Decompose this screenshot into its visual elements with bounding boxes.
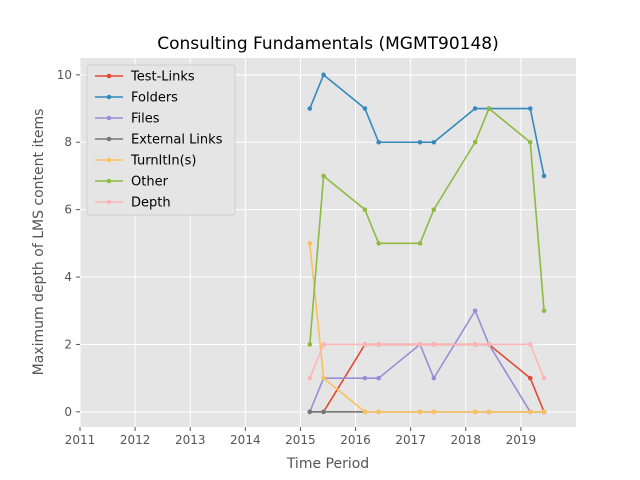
series-line-depth bbox=[309, 343, 545, 379]
y-axis-label: Maximum depth of LMS content items bbox=[31, 109, 47, 376]
data-point-folders bbox=[431, 139, 437, 145]
legend-item-files: Files bbox=[95, 112, 160, 127]
data-point-folders bbox=[541, 173, 547, 179]
x-tick-label: 2015 bbox=[285, 433, 316, 447]
legend-marker bbox=[106, 94, 112, 100]
x-axis-label: Time Period bbox=[286, 456, 369, 472]
legend-marker bbox=[106, 178, 112, 184]
chart-title: Consulting Fundamentals (MGMT90148) bbox=[157, 34, 498, 54]
x-tick-label: 2013 bbox=[175, 433, 206, 447]
legend-label: TurnItIn(s) bbox=[130, 154, 196, 169]
tick-labels: 2011 2012 2013 2014 2015 2016 2017 2018 2019 0 2 4 6… bbox=[57, 68, 536, 447]
data-point-turnitin-s bbox=[307, 241, 313, 246]
data-point-depth bbox=[486, 342, 492, 347]
legend-marker bbox=[106, 73, 112, 79]
data-point-other bbox=[321, 173, 326, 179]
x-tick-label: 2014 bbox=[230, 433, 261, 447]
legend-marker bbox=[106, 136, 112, 142]
legend-label: External Links bbox=[131, 133, 223, 148]
legend-label: Test-Links bbox=[130, 70, 195, 85]
data-point-depth bbox=[472, 342, 478, 347]
legend-item-depth: Depth bbox=[95, 196, 171, 211]
x-tick-label: 2011 bbox=[65, 433, 96, 447]
series-layer bbox=[307, 72, 547, 415]
x-tick-label: 2019 bbox=[506, 433, 537, 447]
data-point-other bbox=[486, 106, 492, 111]
data-point-other bbox=[541, 308, 547, 314]
legend-item-external-links: External Links bbox=[95, 133, 223, 148]
data-point-other bbox=[376, 241, 382, 246]
data-point-turnitin-s bbox=[431, 409, 437, 415]
data-point-test-links bbox=[527, 375, 533, 381]
data-point-folders bbox=[417, 139, 423, 145]
legend-item-test-links: Test-Links bbox=[95, 70, 195, 85]
data-point-folders bbox=[307, 106, 313, 111]
legend-label: Folders bbox=[131, 91, 178, 106]
data-point-depth bbox=[431, 342, 437, 347]
series-line-folders bbox=[309, 74, 545, 177]
legend-marker bbox=[106, 199, 112, 205]
data-point-folders bbox=[362, 106, 368, 111]
data-point-external-links bbox=[321, 409, 326, 415]
legend-label: Other bbox=[131, 175, 169, 190]
data-point-turnitin-s bbox=[362, 409, 368, 415]
data-point-external-links bbox=[307, 409, 313, 415]
legend-item-folders: Folders bbox=[95, 91, 178, 106]
x-tick-label: 2018 bbox=[451, 433, 482, 447]
data-point-depth bbox=[541, 375, 547, 381]
data-point-folders bbox=[321, 72, 326, 78]
data-point-depth bbox=[376, 342, 382, 347]
series-folders bbox=[307, 72, 547, 179]
y-tick-label: 10 bbox=[57, 68, 72, 82]
y-tick-label: 4 bbox=[64, 270, 72, 284]
data-point-folders bbox=[527, 106, 533, 111]
y-tick-label: 2 bbox=[64, 337, 72, 351]
data-point-turnitin-s bbox=[376, 409, 382, 415]
series-other bbox=[307, 106, 547, 347]
data-point-depth bbox=[417, 342, 423, 347]
data-point-turnitin-s bbox=[486, 409, 492, 415]
data-point-turnitin-s bbox=[417, 409, 423, 415]
data-point-other bbox=[362, 207, 368, 212]
data-point-turnitin-s bbox=[321, 375, 326, 381]
data-point-other bbox=[417, 241, 423, 246]
data-point-folders bbox=[472, 106, 478, 111]
data-point-folders bbox=[376, 139, 382, 145]
data-point-other bbox=[431, 207, 437, 212]
legend-marker bbox=[106, 115, 112, 121]
data-point-depth bbox=[307, 375, 313, 381]
data-point-other bbox=[527, 139, 533, 145]
series-line-other bbox=[309, 107, 545, 345]
series-line-turnitin-s bbox=[309, 243, 545, 413]
series-line-files bbox=[309, 309, 545, 413]
legend-item-turnitin-s: TurnItIn(s) bbox=[95, 154, 196, 169]
data-point-files bbox=[362, 375, 368, 381]
legend-box bbox=[86, 64, 236, 216]
legend-marker bbox=[106, 157, 112, 163]
data-point-turnitin-s bbox=[472, 409, 478, 415]
series-turnitin-s bbox=[307, 241, 547, 415]
y-tick-label: 0 bbox=[64, 405, 72, 419]
y-tick-label: 8 bbox=[64, 135, 72, 149]
data-point-turnitin-s bbox=[541, 409, 547, 415]
data-point-turnitin-s bbox=[527, 409, 533, 415]
x-tick-label: 2012 bbox=[120, 433, 151, 447]
y-tick-label: 6 bbox=[64, 203, 72, 217]
x-tick-label: 2016 bbox=[340, 433, 371, 447]
legend-label: Depth bbox=[131, 196, 171, 211]
data-point-other bbox=[472, 139, 478, 145]
data-point-files bbox=[431, 375, 437, 381]
data-point-depth bbox=[321, 342, 326, 347]
data-point-depth bbox=[527, 342, 533, 347]
legend: Test-Links Folders Files External Links Turn… bbox=[86, 64, 236, 216]
data-point-other bbox=[307, 342, 313, 347]
legend-item-other: Other bbox=[95, 175, 169, 190]
series-depth bbox=[307, 342, 547, 381]
legend-label: Files bbox=[131, 112, 160, 127]
data-point-files bbox=[376, 375, 382, 381]
x-tick-label: 2017 bbox=[395, 433, 426, 447]
data-point-depth bbox=[362, 342, 368, 347]
data-point-files bbox=[472, 308, 478, 314]
